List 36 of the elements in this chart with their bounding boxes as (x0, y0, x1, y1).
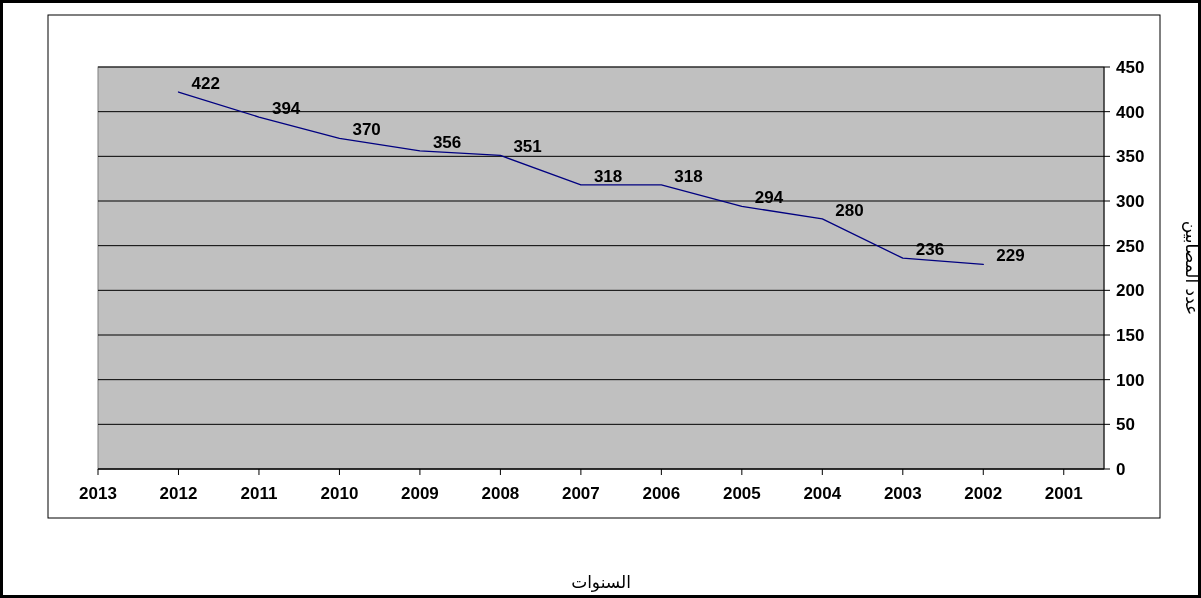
data-label: 236 (915, 240, 945, 260)
data-label: 294 (754, 188, 784, 208)
data-label: 280 (835, 200, 864, 220)
y-tick-label: 450 (1116, 58, 1145, 77)
x-tick-label: 2012 (159, 484, 198, 503)
y-tick-label: 250 (1116, 236, 1145, 256)
y-axis-title: عدد المصابين (1182, 220, 1201, 316)
y-tick-label: 200 (1116, 281, 1145, 301)
data-label: 422 (191, 74, 220, 94)
x-tick-label: 2010 (320, 484, 359, 503)
x-tick-label: 2001 (1044, 484, 1083, 503)
x-tick-label: 2013 (79, 484, 117, 503)
x-tick-label: 2002 (964, 484, 1003, 503)
x-tick-label: 2004 (803, 484, 842, 503)
x-tick-label: 2009 (401, 484, 439, 503)
x-axis-title: السنوات (571, 572, 631, 592)
x-tick-label: 2005 (722, 484, 761, 503)
x-tick-label: 2003 (883, 484, 922, 503)
x-tick-label: 2006 (642, 484, 681, 503)
x-tick-label: 2008 (481, 484, 520, 503)
data-label: 370 (352, 120, 381, 140)
y-tick-label: 0 (1116, 460, 1126, 479)
x-tick-label: 2011 (240, 484, 278, 503)
y-tick-label: 50 (1116, 415, 1135, 435)
y-tick-label: 150 (1116, 326, 1145, 345)
data-label: 356 (432, 132, 462, 152)
data-label: 229 (996, 246, 1025, 266)
line-series (177, 91, 984, 266)
y-tick-label: 300 (1116, 192, 1145, 211)
data-label: 318 (593, 166, 623, 186)
data-label: 351 (513, 137, 542, 157)
y-tick-label: 400 (1116, 102, 1145, 122)
x-tick-label: 2007 (561, 484, 600, 503)
data-label: 318 (674, 166, 703, 186)
y-tick-label: 350 (1116, 147, 1145, 167)
y-tick-label: 100 (1116, 370, 1145, 390)
